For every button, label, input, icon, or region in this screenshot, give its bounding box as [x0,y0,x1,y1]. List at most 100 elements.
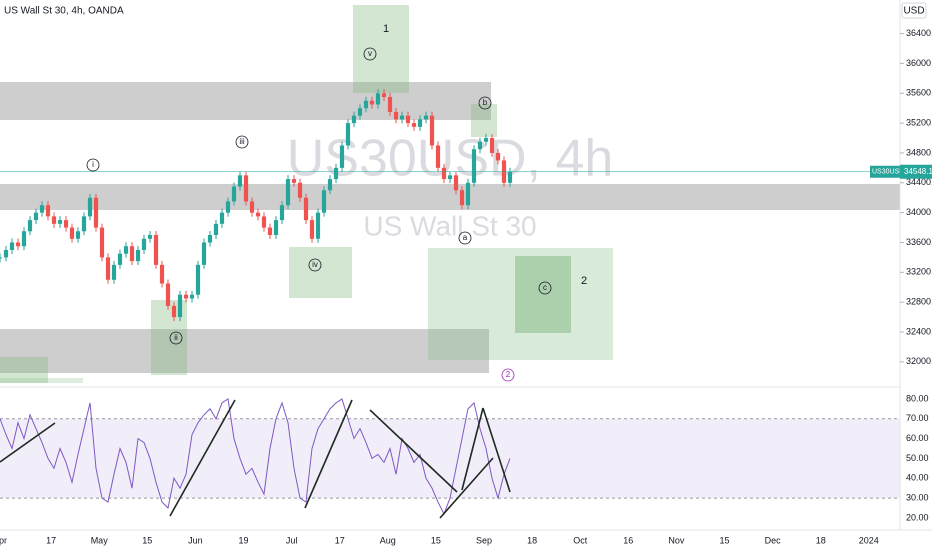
wave-label: a [463,233,468,242]
zone [0,378,83,383]
candle [99,227,105,258]
candle [339,145,345,168]
price-tick-label: 34000.0 [906,207,932,217]
x-tick-label: 19 [238,535,248,545]
candle [411,123,417,127]
candle [393,111,399,120]
price-tick-label: 33600.0 [906,237,932,247]
currency-box[interactable] [901,2,927,19]
candle [189,294,195,299]
x-tick-label: 2024 [859,535,879,545]
x-tick-label: May [91,535,109,545]
candle [297,182,303,198]
wave-circle [308,258,322,272]
x-tick-label: 18 [527,535,537,545]
price-tick-label: 36400.0 [906,28,932,38]
candle [471,149,477,183]
candle [453,175,459,191]
wave-label: 2 [581,275,587,287]
x-tick-label: 18 [816,535,826,545]
candle [369,100,375,105]
rsi-tick-label: 30.00 [906,492,929,502]
rsi-trendlines [0,399,511,519]
candle [273,220,279,236]
wave-circle [478,96,492,110]
candle [261,216,267,228]
candle [63,220,69,228]
candle [387,96,393,112]
candle [3,249,9,258]
x-tick-label: Jun [188,535,203,545]
candle [249,201,255,213]
x-tick-label: Oct [573,535,588,545]
candle [51,216,57,224]
zone [289,247,352,298]
candle [309,220,315,239]
candle [315,212,321,239]
x-tick-label: pr [0,535,7,545]
wave-label: iv [312,260,318,269]
candle [321,190,327,213]
candle [159,264,165,284]
candle [405,115,411,124]
zone [353,5,409,93]
candle [165,283,171,306]
zone [0,357,48,383]
candle [225,201,231,213]
price-tick-label: 32800.0 [906,297,932,307]
trendline [439,457,494,519]
candle [357,108,363,116]
symbol-tag-bg [870,165,900,178]
wave-circle [363,47,377,61]
wave-label: ii [174,333,178,342]
candle [279,205,285,221]
candle [345,123,351,146]
rsi-tick-label: 80.00 [906,393,929,403]
candle [327,179,333,191]
candle [105,257,111,280]
zone [428,248,613,360]
wave-label: b [483,98,488,107]
candle [177,294,183,318]
last-price-bg [900,164,932,179]
price-tick-label: 36000.0 [906,58,932,68]
candle [429,115,435,146]
trendline [169,399,236,517]
candle [141,238,147,250]
candle [417,119,423,127]
candle [303,197,309,221]
candle [237,175,243,187]
candle [231,186,237,202]
candle [111,264,117,280]
rsi-tick-label: 40.00 [906,473,929,483]
x-tick-label: Jul [286,535,298,545]
candle [267,227,273,236]
candle [39,205,45,213]
rsi-line [0,398,511,516]
zone [515,256,571,333]
candle [93,197,99,228]
rsi-tick-label: 70.00 [906,413,929,423]
x-tick-label: Sep [476,535,492,545]
candle [435,145,441,168]
wave-circle [169,331,183,345]
x-tick-label: Nov [668,535,685,545]
watermark-name: US Wall St 30 [363,210,536,241]
trendline [482,407,511,493]
wave-label: 1 [383,23,389,35]
wave-circle [86,158,100,172]
trendline [0,422,56,463]
price-tick-label: 35200.0 [906,117,932,127]
candle [69,227,75,239]
x-tick-label: 17 [335,535,345,545]
zone [471,104,497,137]
chart-title: US Wall St 30, 4h, OANDA [4,6,124,17]
candle [477,141,483,150]
candle [135,249,141,262]
candle [495,152,501,161]
candle [171,305,177,318]
candle [213,223,219,236]
candle [363,100,369,109]
candle [57,220,63,224]
